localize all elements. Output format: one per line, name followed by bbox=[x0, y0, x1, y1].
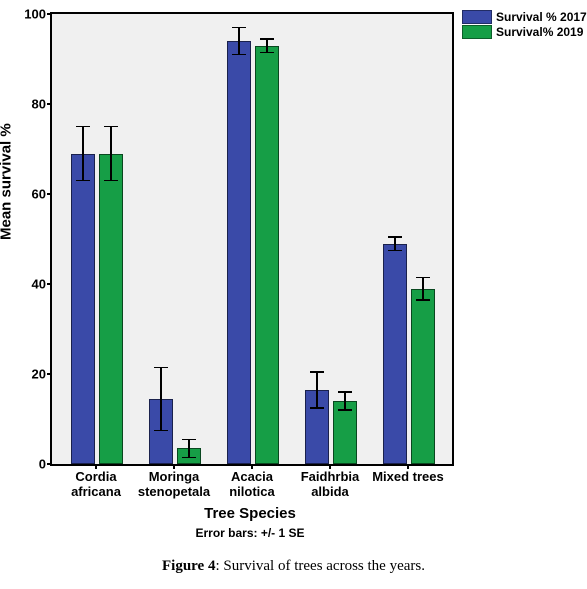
x-category-label: Mixed trees bbox=[369, 470, 447, 485]
x-category-label: Moringastenopetala bbox=[135, 470, 213, 500]
bar bbox=[71, 154, 95, 465]
y-tick-mark bbox=[47, 103, 52, 105]
legend-swatch bbox=[462, 25, 492, 39]
error-cap bbox=[182, 457, 196, 459]
figure-container: Mean survival % 020406080100Cordiaafrica… bbox=[0, 0, 587, 589]
error-cap bbox=[260, 38, 274, 40]
error-cap bbox=[388, 236, 402, 238]
error-bar bbox=[110, 127, 112, 181]
y-tick-label: 60 bbox=[32, 187, 46, 202]
error-bar-note: Error bars: +/- 1 SE bbox=[50, 526, 450, 540]
error-cap bbox=[104, 180, 118, 182]
legend-swatch bbox=[462, 10, 492, 24]
y-tick-mark bbox=[47, 13, 52, 15]
error-cap bbox=[76, 180, 90, 182]
error-cap bbox=[310, 371, 324, 373]
y-tick-mark bbox=[47, 463, 52, 465]
error-bar bbox=[160, 367, 162, 430]
y-tick-mark bbox=[47, 193, 52, 195]
legend-label: Survival % 2017 bbox=[496, 10, 587, 24]
error-cap bbox=[76, 126, 90, 128]
error-cap bbox=[232, 54, 246, 56]
error-cap bbox=[154, 367, 168, 369]
legend: Survival % 2017 Survival% 2019 bbox=[462, 10, 587, 40]
error-bar bbox=[394, 237, 396, 251]
error-cap bbox=[416, 277, 430, 279]
error-bar bbox=[188, 439, 190, 457]
x-category-label: Cordiaafricana bbox=[57, 470, 135, 500]
error-cap bbox=[388, 250, 402, 252]
y-tick-mark bbox=[47, 283, 52, 285]
x-axis-title: Tree Species bbox=[50, 505, 450, 522]
error-cap bbox=[104, 126, 118, 128]
error-bar bbox=[422, 277, 424, 300]
legend-item: Survival % 2017 bbox=[462, 10, 587, 24]
error-bar bbox=[82, 127, 84, 181]
error-bar bbox=[344, 392, 346, 410]
bar bbox=[99, 154, 123, 465]
error-cap bbox=[338, 391, 352, 393]
y-tick-mark bbox=[47, 373, 52, 375]
error-cap bbox=[310, 407, 324, 409]
x-category-label: Acacianilotica bbox=[213, 470, 291, 500]
y-axis-title: Mean survival % bbox=[0, 123, 15, 240]
x-category-label: Faidhrbiaalbida bbox=[291, 470, 369, 500]
y-tick-label: 100 bbox=[24, 7, 46, 22]
error-cap bbox=[154, 430, 168, 432]
figure-caption: Figure 4: Survival of trees across the y… bbox=[0, 558, 587, 575]
chart-plot-area: 020406080100CordiaafricanaMoringastenope… bbox=[50, 12, 454, 466]
error-bar bbox=[316, 372, 318, 408]
error-cap bbox=[260, 52, 274, 54]
y-tick-label: 20 bbox=[32, 367, 46, 382]
bar bbox=[383, 244, 407, 465]
bar bbox=[255, 46, 279, 465]
legend-item: Survival% 2019 bbox=[462, 25, 587, 39]
caption-prefix: Figure 4 bbox=[162, 558, 215, 574]
error-cap bbox=[338, 409, 352, 411]
bar bbox=[227, 41, 251, 464]
error-cap bbox=[232, 27, 246, 29]
y-tick-label: 80 bbox=[32, 97, 46, 112]
error-cap bbox=[416, 299, 430, 301]
y-tick-label: 0 bbox=[39, 457, 46, 472]
error-bar bbox=[238, 28, 240, 55]
error-cap bbox=[182, 439, 196, 441]
caption-text: : Survival of trees across the years. bbox=[215, 558, 425, 574]
error-bar bbox=[266, 39, 268, 53]
bar bbox=[411, 289, 435, 465]
y-tick-label: 40 bbox=[32, 277, 46, 292]
legend-label: Survival% 2019 bbox=[496, 25, 583, 39]
